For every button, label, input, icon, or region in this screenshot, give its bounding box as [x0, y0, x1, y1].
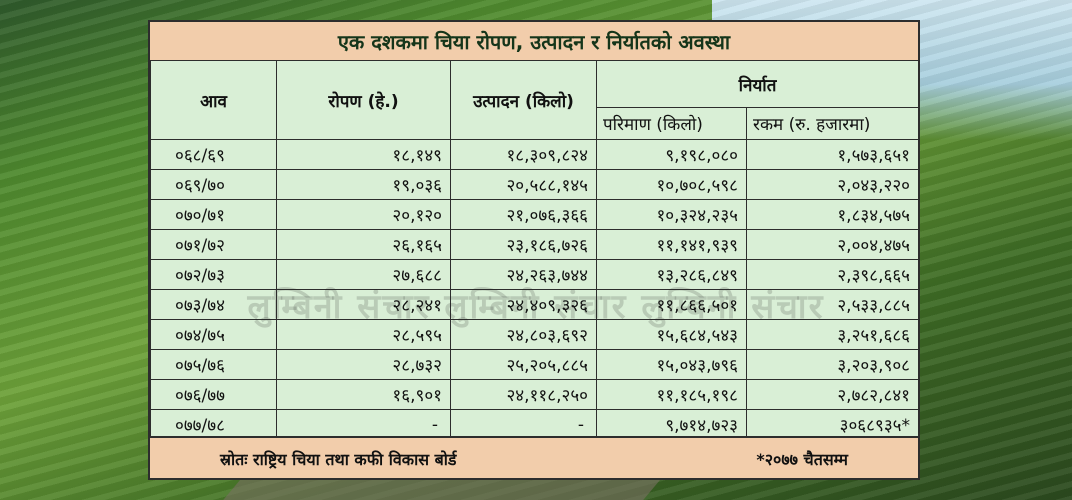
header-export: निर्यात: [595, 60, 920, 108]
cell-quantity: १०,३२४,२३५: [596, 199, 747, 230]
cell-amount: २,७८२,८४१: [745, 379, 920, 410]
cell-year: ०७१/७२: [150, 229, 277, 260]
cell-quantity: १३,२८६,८४९: [596, 259, 747, 290]
header-production: उत्पादन (किलो): [450, 60, 597, 140]
cell-quantity: १५,६८४,५४३: [596, 319, 747, 350]
table-row: ०७४/७५ २८,५९५ २४,८०३,६९२ १५,६८४,५४३ ३,२५…: [150, 319, 920, 350]
cell-amount: २,०४३,२२०: [745, 169, 920, 200]
cell-year: ०६८/६९: [150, 139, 277, 170]
header-export-quantity: परिमाण (किलो): [596, 107, 747, 140]
table-footer: स्रोतः राष्ट्रिय चिया तथा कफी विकास बोर्…: [150, 436, 918, 478]
cell-amount: २,३९८,६६५: [745, 259, 920, 290]
cell-year: ०७७/७८: [150, 409, 277, 440]
cell-plantation: २०,१२०: [276, 199, 451, 230]
cell-production: २४,११८,२५०: [450, 379, 597, 410]
table-row: ०७६/७७ १६,९०१ २४,११८,२५० ११,१८५,१९८ २,७८…: [150, 379, 920, 410]
cell-quantity: १५,०४३,७९६: [596, 349, 747, 380]
cell-amount: ३०६८९३५*: [745, 409, 920, 440]
cell-quantity: ११,१८५,१९८: [596, 379, 747, 410]
tea-data-table: आव रोपण (हे.) उत्पादन (किलो) निर्यात परि…: [150, 60, 920, 440]
table-row: ०७५/७६ २८,७३२ २५,२०५,८८५ १५,०४३,७९६ ३,२०…: [150, 349, 920, 380]
cell-amount: १,८३४,५७५: [745, 199, 920, 230]
cell-year: ०७४/७५: [150, 319, 277, 350]
cell-year: ०६९/७०: [150, 169, 277, 200]
cell-amount: ३,२५१,६८६: [745, 319, 920, 350]
tea-statistics-panel: एक दशकमा चिया रोपण, उत्पादन र निर्यातको …: [148, 20, 920, 480]
cell-production: २४,४०९,३२६: [450, 289, 597, 320]
cell-plantation: १६,९०१: [276, 379, 451, 410]
cell-production: २३,१८६,७२६: [450, 229, 597, 260]
cell-production: २०,५८८,१४५: [450, 169, 597, 200]
cell-plantation: १८,१४९: [276, 139, 451, 170]
source-text: स्रोतः राष्ट्रिय चिया तथा कफी विकास बोर्…: [220, 450, 457, 469]
cell-year: ०७३/७४: [150, 289, 277, 320]
cell-production: १८,३०९,८२४: [450, 139, 597, 170]
cell-amount: १,५७३,६५१: [745, 139, 920, 170]
table-row: ०७०/७१ २०,१२० २१,०७६,३६६ १०,३२४,२३५ १,८३…: [150, 199, 920, 230]
footnote-text: *२०७७ चैतसम्म: [756, 450, 848, 469]
cell-plantation: १९,०३६: [276, 169, 451, 200]
cell-year: ०७५/७६: [150, 349, 277, 380]
cell-year: ०७०/७१: [150, 199, 277, 230]
table-row: ०७७/७८ - - ९,७१४,७२३ ३०६८९३५*: [150, 409, 920, 440]
cell-quantity: ९,७१४,७२३: [596, 409, 747, 440]
table-title: एक दशकमा चिया रोपण, उत्पादन र निर्यातको …: [150, 22, 918, 62]
cell-plantation: २८,७३२: [276, 349, 451, 380]
cell-plantation: २८,२४१: [276, 289, 451, 320]
cell-plantation: -: [276, 409, 451, 440]
cell-amount: २,५३३,८८५: [745, 289, 920, 320]
header-year: आव: [150, 60, 277, 140]
table-row: ०६९/७० १९,०३६ २०,५८८,१४५ १०,७०८,५९८ २,०४…: [150, 169, 920, 200]
cell-quantity: ११,१४१,९३९: [596, 229, 747, 260]
cell-year: ०७२/७३: [150, 259, 277, 290]
cell-quantity: १०,७०८,५९८: [596, 169, 747, 200]
header-plantation: रोपण (हे.): [276, 60, 451, 140]
cell-production: २१,०७६,३६६: [450, 199, 597, 230]
cell-production: २४,८०३,६९२: [450, 319, 597, 350]
cell-quantity: ११,८६६,५०१: [596, 289, 747, 320]
table-row: ०६८/६९ १८,१४९ १८,३०९,८२४ ९,१९८,०८० १,५७३…: [150, 139, 920, 170]
header-export-amount: रकम (रु. हजारमा): [745, 107, 920, 140]
cell-production: -: [450, 409, 597, 440]
cell-plantation: २७,६८८: [276, 259, 451, 290]
table-row: ०७३/७४ २८,२४१ २४,४०९,३२६ ११,८६६,५०१ २,५३…: [150, 289, 920, 320]
cell-amount: २,००४,४७५: [745, 229, 920, 260]
table-row: ०७२/७३ २७,६८८ २४,२६३,७४४ १३,२८६,८४९ २,३९…: [150, 259, 920, 290]
cell-year: ०७६/७७: [150, 379, 277, 410]
cell-production: २४,२६३,७४४: [450, 259, 597, 290]
cell-quantity: ९,१९८,०८०: [596, 139, 747, 170]
cell-production: २५,२०५,८८५: [450, 349, 597, 380]
cell-amount: ३,२०३,९०८: [745, 349, 920, 380]
table-row: ०७१/७२ २६,१६५ २३,१८६,७२६ ११,१४१,९३९ २,००…: [150, 229, 920, 260]
cell-plantation: २६,१६५: [276, 229, 451, 260]
cell-plantation: २८,५९५: [276, 319, 451, 350]
